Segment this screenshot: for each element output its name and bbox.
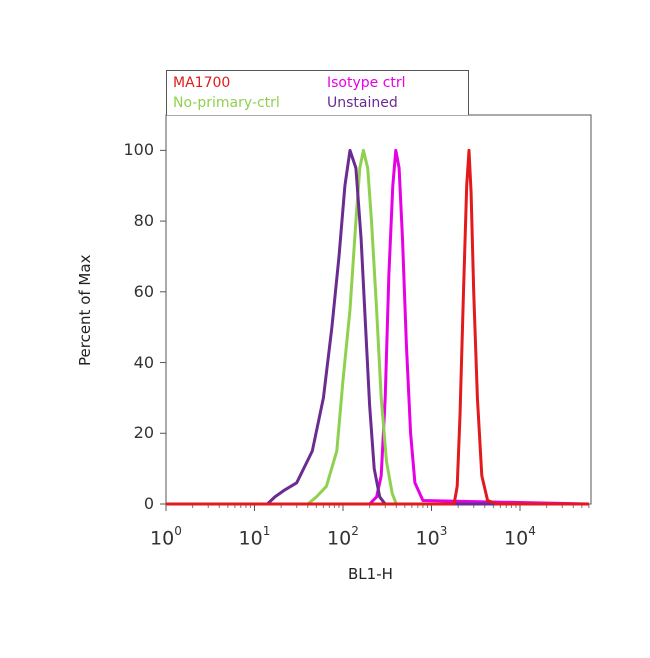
- legend: MA1700 Isotype ctrl No-primary-ctrl Unst…: [166, 70, 469, 115]
- x-tick-label: 100: [150, 524, 182, 550]
- y-tick-label: 0: [143, 494, 154, 513]
- y-tick-label: 100: [123, 140, 154, 160]
- series-line-unstained: [166, 148, 589, 506]
- y-tick-label: 40: [133, 352, 154, 372]
- x-tick-label: 104: [504, 524, 536, 550]
- y-axis-label: Percent of Max: [76, 254, 94, 366]
- x-tick-label: 101: [238, 524, 271, 550]
- y-tick-label: 20: [133, 423, 154, 443]
- y-tick-label: 60: [133, 281, 154, 301]
- series-line-no-primary-ctrl: [166, 148, 589, 506]
- x-axis-label: BL1-H: [348, 565, 393, 583]
- series-line-ma1700: [166, 148, 589, 506]
- legend-item-isotype-ctrl: Isotype ctrl: [327, 75, 406, 91]
- series-curves: [166, 148, 589, 506]
- y-tick-label: 80: [133, 211, 154, 231]
- legend-item-unstained: Unstained: [327, 95, 398, 111]
- plot-area: [165, 114, 592, 505]
- legend-item-no-primary-ctrl: No-primary-ctrl: [173, 95, 280, 111]
- x-tick-label: 103: [415, 524, 448, 550]
- legend-item-ma1700: MA1700: [173, 75, 231, 91]
- x-tick-label: 102: [327, 524, 359, 550]
